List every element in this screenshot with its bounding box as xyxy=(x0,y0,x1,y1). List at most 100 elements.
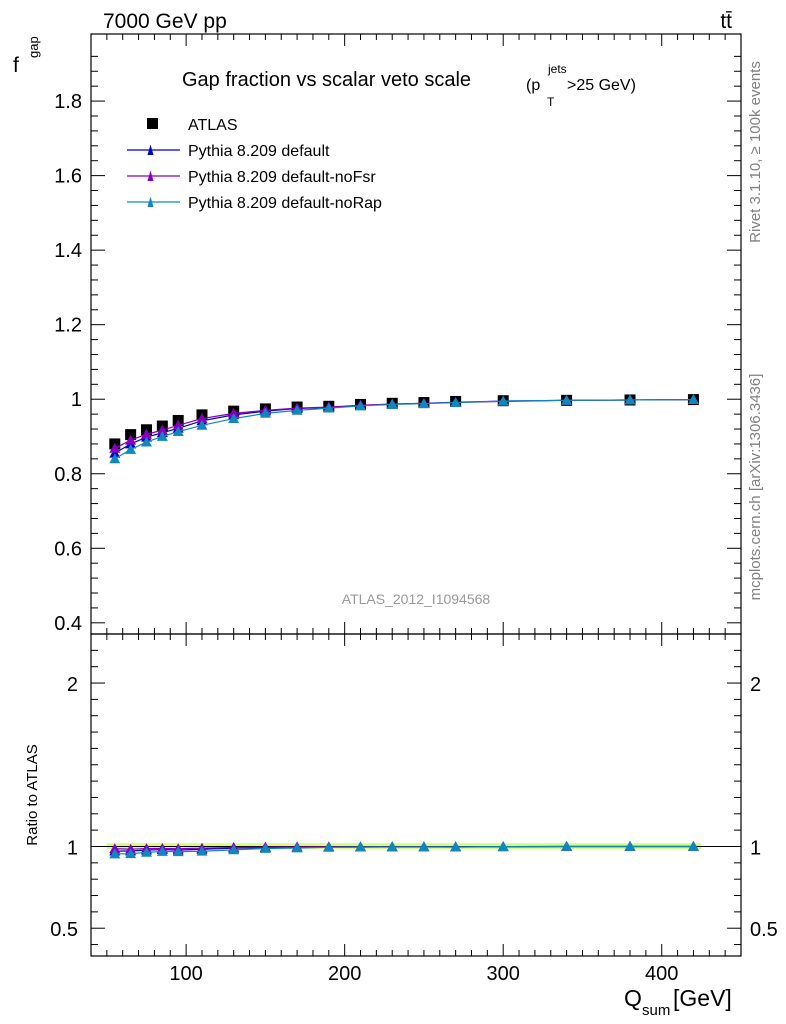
ratio-y-tick-label: 0.5 xyxy=(50,919,78,941)
data-point-series-1 xyxy=(228,407,240,418)
y-tick-label: 1.4 xyxy=(54,240,82,262)
legend-marker-reference xyxy=(147,118,158,129)
x-tick-label: 200 xyxy=(328,963,361,985)
y-tick-label: 1.8 xyxy=(54,91,82,113)
ratio-point-series-2 xyxy=(125,848,137,859)
x-tick-label: 400 xyxy=(645,963,678,985)
ratio-point-series-2 xyxy=(228,844,240,855)
header-left: 7000 GeV pp xyxy=(103,10,227,33)
data-point-series-1 xyxy=(125,434,137,445)
data-point-series-2 xyxy=(259,407,271,418)
ratio-point-series-2 xyxy=(624,840,636,851)
title-sub: T xyxy=(547,95,555,109)
ratio-y-tick-label: 2 xyxy=(67,674,78,696)
mcplots-url-text: mcplots.cern.ch [arXiv:1306.3436] xyxy=(747,374,764,601)
data-point-series-2 xyxy=(386,398,398,409)
ratio-point-series-2 xyxy=(418,841,430,852)
data-point-series-2 xyxy=(291,404,303,415)
axis-ticks: 100 200 300 400 0.4 0.6 0.8 1 1.2 1.4 1.6 1.8 0.5 0.5… xyxy=(50,34,778,985)
ratio-point-series-2 xyxy=(156,845,168,856)
title-main: Gap fraction vs scalar veto scale xyxy=(182,69,471,91)
y-axis-label: f gap xyxy=(13,36,41,77)
data-point-series-1 xyxy=(172,419,184,430)
y-tick-label: 0.8 xyxy=(54,464,82,486)
ratio-point-series-1 xyxy=(109,843,121,854)
y-tick-label: 1.2 xyxy=(54,315,82,337)
ratio-point-series-2 xyxy=(561,840,573,851)
data-point-series-2 xyxy=(109,453,121,464)
ratio-point-series-2 xyxy=(386,841,398,852)
ratio-plot-area xyxy=(91,840,741,859)
data-point-series-1 xyxy=(140,428,152,439)
ratio-point-series-2 xyxy=(259,843,271,853)
legend-item-reference: ATLAS xyxy=(147,117,238,134)
ratio-y-tick-label: 1 xyxy=(750,837,761,859)
data-point-series-2 xyxy=(418,398,430,409)
data-point-series-2 xyxy=(125,444,137,454)
y-tick-label: 0.4 xyxy=(54,613,82,635)
legend-item-series-0: Pythia 8.209 default xyxy=(127,143,330,160)
legend-item-series-2: Pythia 8.209 default-noRap xyxy=(127,195,382,212)
ratio-point-series-2 xyxy=(291,842,303,853)
y-axis-label-main: f xyxy=(13,54,19,77)
ratio-point-series-2 xyxy=(196,845,208,856)
data-point-series-2 xyxy=(624,394,636,405)
ratio-y-tick-label: 1 xyxy=(67,837,78,859)
x-axis-label-main: Q xyxy=(624,985,642,1011)
x-axis-label: Q sum [GeV] xyxy=(624,985,732,1019)
data-point-series-2 xyxy=(140,436,152,447)
data-point-series-2 xyxy=(196,419,208,430)
title-tail: >25 GeV) xyxy=(567,77,636,94)
data-point-series-1 xyxy=(196,413,208,423)
legend-label-reference: ATLAS xyxy=(188,117,238,134)
rivet-version-text: Rivet 3.1.10, ≥ 100k events xyxy=(747,61,764,243)
legend-item-series-1: Pythia 8.209 default-noFsr xyxy=(127,169,376,186)
analysis-id-text: ATLAS_2012_I1094568 xyxy=(342,591,491,607)
x-axis-label-unit: [GeV] xyxy=(673,985,732,1011)
y-tick-label: 1 xyxy=(71,389,82,411)
main-plot-area xyxy=(109,394,699,464)
data-point-series-2 xyxy=(355,400,367,411)
y-tick-label: 1.6 xyxy=(54,166,82,188)
data-point-series-2 xyxy=(450,397,462,407)
legend-label-series-1: Pythia 8.209 default-noFsr xyxy=(188,169,376,186)
ratio-y-axis-label: Ratio to ATLAS xyxy=(24,744,41,845)
ratio-y-tick-label: 0.5 xyxy=(750,919,778,941)
ratio-point-series-2 xyxy=(109,848,121,859)
legend-label-series-2: Pythia 8.209 default-noRap xyxy=(188,195,382,212)
x-tick-label: 100 xyxy=(169,963,202,985)
ratio-panel-frame xyxy=(90,633,742,957)
data-point-series-2 xyxy=(497,395,509,406)
data-point-series-2 xyxy=(687,394,699,404)
ratio-point-series-2 xyxy=(687,840,699,851)
title-paren-open: (p xyxy=(526,77,540,94)
ratio-point-series-2 xyxy=(355,841,367,852)
legend-label-series-0: Pythia 8.209 default xyxy=(188,143,330,160)
legend: ATLAS Pythia 8.209 default Pythia 8.209 … xyxy=(127,117,382,212)
plot-title: Gap fraction vs scalar veto scale (p jet… xyxy=(182,62,636,109)
data-point-series-2 xyxy=(172,426,184,437)
data-point-series-2 xyxy=(228,413,240,423)
x-axis-label-sub: sum xyxy=(642,1002,670,1019)
data-point-series-2 xyxy=(561,394,573,405)
ratio-point-series-2 xyxy=(140,846,152,857)
ratio-point-series-2 xyxy=(450,841,462,852)
data-point-series-2 xyxy=(323,402,335,413)
title-sup: jets xyxy=(547,62,567,76)
legend-marker-series-0 xyxy=(147,144,154,155)
legend-marker-series-1 xyxy=(147,170,154,181)
ratio-y-tick-label: 2 xyxy=(750,674,761,696)
y-axis-label-sub: gap xyxy=(26,36,41,58)
y-tick-label: 0.6 xyxy=(54,538,82,560)
ratio-point-series-2 xyxy=(497,841,509,852)
ratio-point-series-2 xyxy=(172,846,184,857)
data-point-series-1 xyxy=(156,424,168,435)
x-tick-label: 300 xyxy=(487,963,520,985)
ratio-point-series-2 xyxy=(323,841,335,852)
legend-marker-series-2 xyxy=(147,196,154,207)
data-point-series-2 xyxy=(156,430,168,441)
data-point-series-1 xyxy=(109,442,121,453)
header-right: tt̄ xyxy=(720,10,732,33)
data-point-reference xyxy=(125,429,137,441)
